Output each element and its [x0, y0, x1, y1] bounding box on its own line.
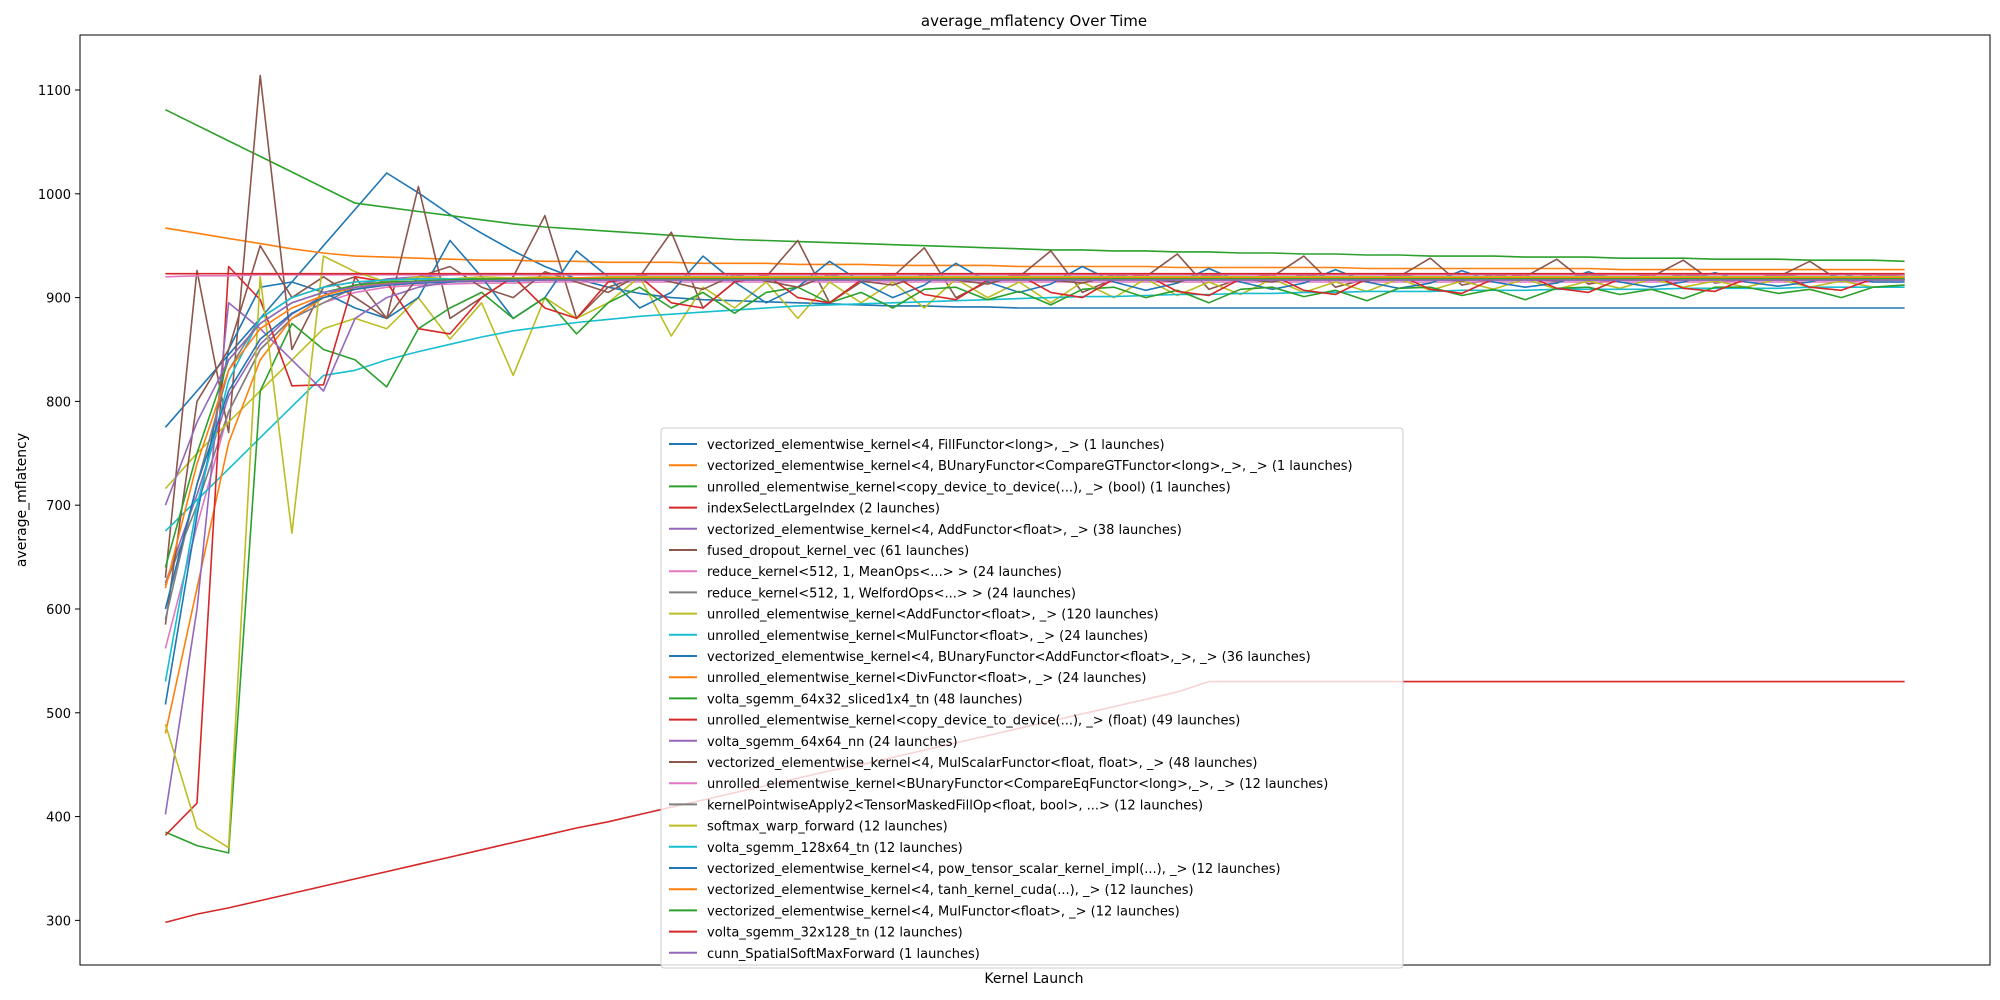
legend-entry: unrolled_elementwise_kernel<copy_device_… — [669, 480, 1231, 495]
legend-label: vectorized_elementwise_kernel<4, AddFunc… — [707, 523, 1182, 538]
legend-entry: softmax_warp_forward (12 launches) — [669, 820, 948, 835]
legend-label: volta_sgemm_32x128_tn (12 launches) — [707, 926, 963, 941]
legend-entry: unrolled_elementwise_kernel<AddFunctor<f… — [669, 608, 1159, 623]
series-line-13 — [165, 284, 1905, 854]
y-tick-label: 900 — [46, 292, 71, 307]
legend-label: unrolled_elementwise_kernel<copy_device_… — [707, 714, 1240, 729]
legend-label: unrolled_elementwise_kernel<BUnaryFuncto… — [707, 777, 1328, 792]
legend: vectorized_elementwise_kernel<4, FillFun… — [660, 427, 1404, 969]
legend-entry: fused_dropout_kernel_vec (61 launches) — [669, 544, 969, 559]
legend-entry: volta_sgemm_64x64_nn (24 launches) — [669, 735, 958, 750]
series-line-23 — [164, 278, 1905, 568]
legend-label: kernelPointwiseApply2<TensorMaskedFillOp… — [707, 798, 1203, 813]
legend-entry: vectorized_elementwise_kernel<4, FillFun… — [669, 438, 1165, 453]
legend-label: softmax_warp_forward (12 launches) — [707, 820, 948, 835]
legend-label: vectorized_elementwise_kernel<4, MulFunc… — [707, 904, 1180, 919]
legend-label: volta_sgemm_64x64_nn (24 launches) — [707, 735, 958, 750]
legend-entry: kernelPointwiseApply2<TensorMaskedFillOp… — [669, 798, 1203, 813]
y-tick-label: 300 — [46, 914, 71, 929]
legend-entry: volta_sgemm_32x128_tn (12 launches) — [669, 926, 963, 941]
legend-label: reduce_kernel<512, 1, WelfordOps<...> > … — [707, 586, 1076, 601]
series-line-1 — [164, 172, 1905, 428]
legend-entry: volta_sgemm_64x32_sliced1x4_tn (48 launc… — [669, 692, 1023, 707]
legend-entry: vectorized_elementwise_kernel<4, BUnaryF… — [669, 650, 1311, 665]
legend-entry: vectorized_elementwise_kernel<4, MulScal… — [669, 756, 1257, 771]
y-tick-label: 800 — [46, 395, 71, 410]
legend-entry: unrolled_elementwise_kernel<BUnaryFuncto… — [669, 777, 1328, 792]
legend-entry: unrolled_elementwise_kernel<copy_device_… — [669, 714, 1240, 729]
legend-entry: vectorized_elementwise_kernel<4, MulFunc… — [669, 904, 1180, 919]
legend-entry: unrolled_elementwise_kernel<DivFunctor<f… — [669, 671, 1146, 686]
series-line-17 — [165, 273, 1905, 278]
legend-entry: volta_sgemm_128x64_tn (12 launches) — [669, 841, 963, 856]
y-axis-label: average_mflatency — [14, 433, 30, 567]
legend-entry: vectorized_elementwise_kernel<4, AddFunc… — [669, 523, 1182, 538]
y-tick-label: 600 — [46, 603, 71, 618]
series-line-3 — [165, 108, 1905, 263]
legend-label: reduce_kernel<512, 1, MeanOps<...> > (24… — [707, 565, 1062, 580]
y-tick-label: 700 — [46, 499, 71, 514]
y-tick-label: 1000 — [38, 188, 71, 203]
legend-label: vectorized_elementwise_kernel<4, tanh_ke… — [707, 883, 1194, 898]
x-axis-label: Kernel Launch — [984, 971, 1083, 987]
y-tick-label: 500 — [46, 707, 71, 722]
y-tick-label: 400 — [46, 811, 71, 826]
series-layer — [164, 74, 1905, 924]
legend-entry: reduce_kernel<512, 1, WelfordOps<...> > … — [669, 586, 1076, 601]
legend-entry: vectorized_elementwise_kernel<4, BUnaryF… — [669, 459, 1353, 474]
legend-box — [660, 427, 1404, 969]
series-line-9 — [164, 275, 1905, 490]
series-line-25 — [164, 279, 1905, 506]
legend-label: unrolled_elementwise_kernel<MulFunctor<f… — [707, 629, 1148, 644]
legend-entry: reduce_kernel<512, 1, MeanOps<...> > (24… — [669, 565, 1062, 580]
legend-entry: vectorized_elementwise_kernel<4, pow_ten… — [669, 862, 1281, 877]
legend-label: vectorized_elementwise_kernel<4, FillFun… — [707, 438, 1165, 453]
legend-label: volta_sgemm_64x32_sliced1x4_tn (48 launc… — [707, 692, 1023, 707]
legend-label: vectorized_elementwise_kernel<4, MulScal… — [707, 756, 1257, 771]
y-tick-label: 1100 — [38, 84, 71, 99]
legend-label: unrolled_elementwise_kernel<AddFunctor<f… — [707, 608, 1159, 623]
legend-label: vectorized_elementwise_kernel<4, BUnaryF… — [707, 459, 1353, 474]
legend-label: fused_dropout_kernel_vec (61 launches) — [707, 544, 969, 559]
legend-label: cunn_SpatialSoftMaxForward (1 launches) — [707, 947, 980, 962]
series-line-14 — [164, 265, 1905, 836]
series-line-2 — [165, 227, 1905, 271]
legend-entry: indexSelectLargeIndex (2 launches) — [669, 502, 940, 517]
legend-label: indexSelectLargeIndex (2 launches) — [707, 502, 940, 517]
legend-label: volta_sgemm_128x64_tn (12 launches) — [707, 841, 963, 856]
y-axis: 300 400 500 600 700 800 900 1000 1100 — [38, 84, 80, 929]
legend-label: unrolled_elementwise_kernel<DivFunctor<f… — [707, 671, 1146, 686]
legend-entry: unrolled_elementwise_kernel<MulFunctor<f… — [669, 629, 1148, 644]
legend-label: unrolled_elementwise_kernel<copy_device_… — [707, 480, 1231, 495]
legend-entry: vectorized_elementwise_kernel<4, tanh_ke… — [669, 883, 1194, 898]
legend-label: vectorized_elementwise_kernel<4, BUnaryF… — [707, 650, 1311, 665]
chart-title: average_mflatency Over Time — [921, 12, 1147, 31]
legend-entry: cunn_SpatialSoftMaxForward (1 launches) — [669, 947, 980, 962]
legend-label: vectorized_elementwise_kernel<4, pow_ten… — [707, 862, 1281, 877]
